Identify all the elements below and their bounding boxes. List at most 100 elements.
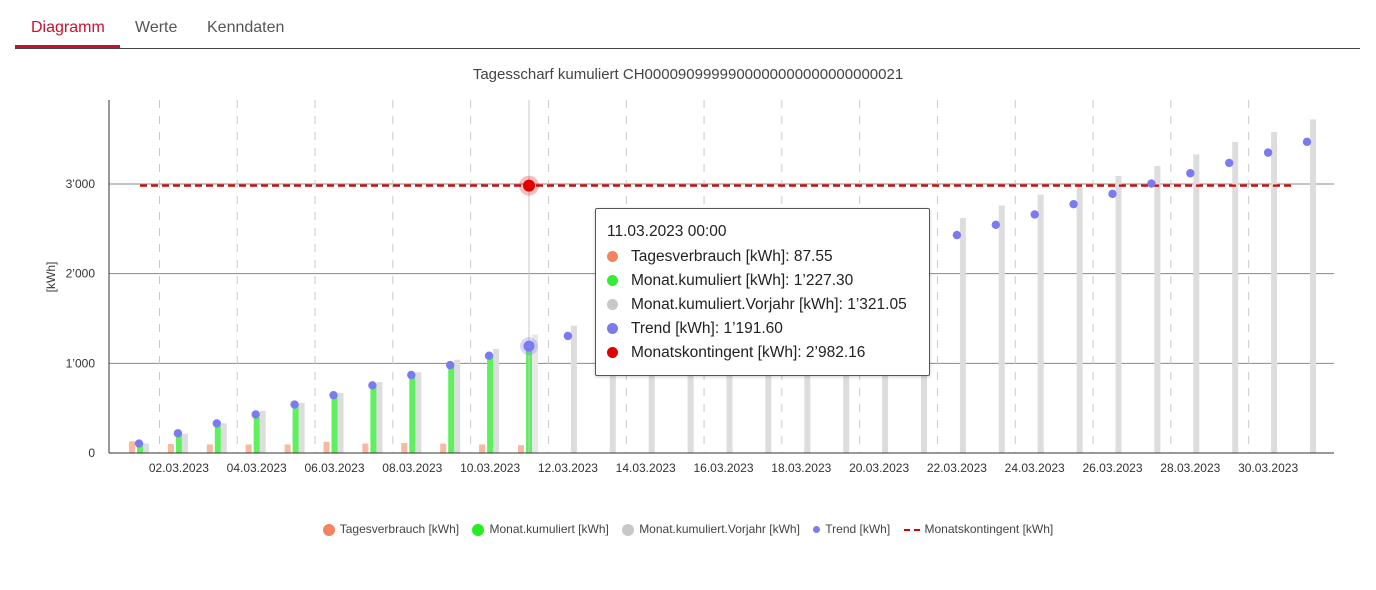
trend-point[interactable] xyxy=(251,410,260,419)
bar-monat-kumuliert[interactable] xyxy=(331,395,338,453)
tab-diagramm[interactable]: Diagramm xyxy=(31,19,105,36)
bar-vorjahr[interactable] xyxy=(181,433,188,453)
bar-monat-kumuliert[interactable] xyxy=(175,434,182,453)
bar-tagesverbrauch[interactable] xyxy=(167,444,174,453)
active-tab-indicator xyxy=(15,45,120,48)
bar-monat-kumuliert[interactable] xyxy=(487,357,494,453)
bar-vorjahr[interactable] xyxy=(1232,141,1239,453)
bar-vorjahr[interactable] xyxy=(1154,166,1161,454)
y-tick-label: 1’000 xyxy=(66,356,96,370)
trend-point[interactable] xyxy=(1069,199,1078,209)
bar-monat-kumuliert[interactable] xyxy=(370,385,377,453)
trend-point[interactable] xyxy=(290,400,299,409)
trend-point[interactable] xyxy=(368,381,377,390)
tooltip-dot xyxy=(607,275,618,286)
bar-tagesverbrauch[interactable] xyxy=(284,444,291,453)
chart-title: Tagesscharf kumuliert CH0000909999900000… xyxy=(472,66,904,83)
bar-vorjahr[interactable] xyxy=(1310,119,1316,453)
bar-monat-kumuliert[interactable] xyxy=(448,366,455,453)
bar-vorjahr[interactable] xyxy=(259,410,266,453)
bar-vorjahr[interactable] xyxy=(1193,154,1200,453)
tab-kenndaten[interactable]: Kenndaten xyxy=(207,19,285,36)
x-tick-label: 12.03.2023 xyxy=(538,461,598,475)
bar-tagesverbrauch[interactable] xyxy=(245,444,252,453)
trend-point[interactable] xyxy=(329,390,338,400)
x-tick-label: 14.03.2023 xyxy=(616,461,676,475)
legend-circle-icon xyxy=(472,523,485,536)
tooltip-row-vorjahr: Monat.kumuliert.Vorjahr [kWh]: 1’321.05 xyxy=(607,296,907,314)
x-tick-label: 10.03.2023 xyxy=(460,461,520,475)
bar-vorjahr[interactable] xyxy=(298,402,305,453)
bar-monat-kumuliert[interactable] xyxy=(253,417,260,453)
tooltip-row-text: Tagesverbrauch [kWh]: 87.55 xyxy=(631,248,833,265)
bar-tagesverbrauch[interactable] xyxy=(440,443,447,453)
legend-label: Trend [kWh] xyxy=(825,522,891,536)
bar-tagesverbrauch[interactable] xyxy=(362,443,369,453)
bar-tagesverbrauch[interactable] xyxy=(323,441,330,453)
x-tick-label: 30.03.2023 xyxy=(1238,461,1298,475)
bar-vorjahr[interactable] xyxy=(1076,184,1083,453)
x-tick-label: 26.03.2023 xyxy=(1082,461,1142,475)
bar-tagesverbrauch[interactable] xyxy=(206,444,213,453)
bar-vorjahr[interactable] xyxy=(415,372,422,453)
trend-point[interactable] xyxy=(134,439,144,448)
bar-vorjahr[interactable] xyxy=(1115,175,1122,453)
bar-vorjahr[interactable] xyxy=(337,392,344,453)
bar-monat-kumuliert[interactable] xyxy=(409,375,416,453)
bar-vorjahr[interactable] xyxy=(532,334,538,453)
tooltip-row-monat: Monat.kumuliert [kWh]: 1’227.30 xyxy=(607,272,853,290)
bar-tagesverbrauch[interactable] xyxy=(479,444,486,453)
trend-point[interactable] xyxy=(407,370,416,380)
legend-item-vorjahr[interactable]: Monat.kumuliert.Vorjahr [kWh] xyxy=(622,522,800,536)
bar-vorjahr[interactable] xyxy=(143,443,149,453)
bar-vorjahr[interactable] xyxy=(609,316,616,453)
tooltip-row-text: Trend [kWh]: 1’191.60 xyxy=(631,320,783,337)
trend-point[interactable] xyxy=(173,429,183,438)
y-tick-label: 3’000 xyxy=(66,177,96,191)
bar-monat-kumuliert[interactable] xyxy=(137,443,143,453)
legend-item-trend[interactable]: Trend [kWh] xyxy=(813,522,890,536)
bar-monat-kumuliert[interactable] xyxy=(292,406,299,453)
trend-point[interactable] xyxy=(1225,158,1234,168)
trend-point[interactable] xyxy=(1108,189,1117,199)
y-tick-label: 2’000 xyxy=(66,267,96,281)
trend-point[interactable] xyxy=(484,351,494,360)
legend-label: Monat.kumuliert [kWh] xyxy=(489,522,609,536)
bar-tagesverbrauch[interactable] xyxy=(518,445,524,453)
bar-vorjahr[interactable] xyxy=(376,382,383,453)
trend-point[interactable] xyxy=(991,220,1000,229)
trend-hover-point[interactable] xyxy=(523,340,535,352)
kontingent-hover-point[interactable] xyxy=(523,179,535,192)
trend-point[interactable] xyxy=(1302,137,1312,147)
x-tick-label: 02.03.2023 xyxy=(149,461,209,475)
bar-monat-kumuliert[interactable] xyxy=(214,425,221,453)
bar-tagesverbrauch[interactable] xyxy=(401,443,408,453)
legend-item-kontingent[interactable]: Monatskontingent [kWh] xyxy=(903,522,1053,536)
trend-point[interactable] xyxy=(952,230,962,240)
legend-item-tagesverbrauch[interactable]: Tagesverbrauch [kWh] xyxy=(322,522,459,536)
legend-item-monat[interactable]: Monat.kumuliert [kWh] xyxy=(472,522,609,536)
bar-vorjahr[interactable] xyxy=(1037,194,1044,453)
bar-vorjahr[interactable] xyxy=(454,359,461,453)
trend-point[interactable] xyxy=(212,419,221,428)
bar-vorjahr[interactable] xyxy=(220,423,227,453)
trend-point[interactable] xyxy=(563,331,573,341)
y-tick-label: 0 xyxy=(88,446,95,460)
trend-point[interactable] xyxy=(1186,169,1195,178)
trend-point[interactable] xyxy=(1263,148,1273,157)
bar-vorjahr[interactable] xyxy=(493,348,500,453)
bar-vorjahr[interactable] xyxy=(648,307,655,453)
tooltip-dot xyxy=(607,347,618,358)
trend-point[interactable] xyxy=(446,360,455,370)
bar-vorjahr[interactable] xyxy=(959,218,966,453)
bar-vorjahr[interactable] xyxy=(570,325,577,453)
bar-tagesverbrauch[interactable] xyxy=(129,441,135,453)
x-tick-label: 16.03.2023 xyxy=(693,461,753,475)
bar-vorjahr[interactable] xyxy=(1271,131,1278,453)
trend-point[interactable] xyxy=(1030,210,1039,219)
tab-werte[interactable]: Werte xyxy=(135,19,178,36)
trend-point[interactable] xyxy=(1147,179,1156,188)
bar-vorjahr[interactable] xyxy=(998,205,1005,453)
x-tick-label: 08.03.2023 xyxy=(382,461,442,475)
